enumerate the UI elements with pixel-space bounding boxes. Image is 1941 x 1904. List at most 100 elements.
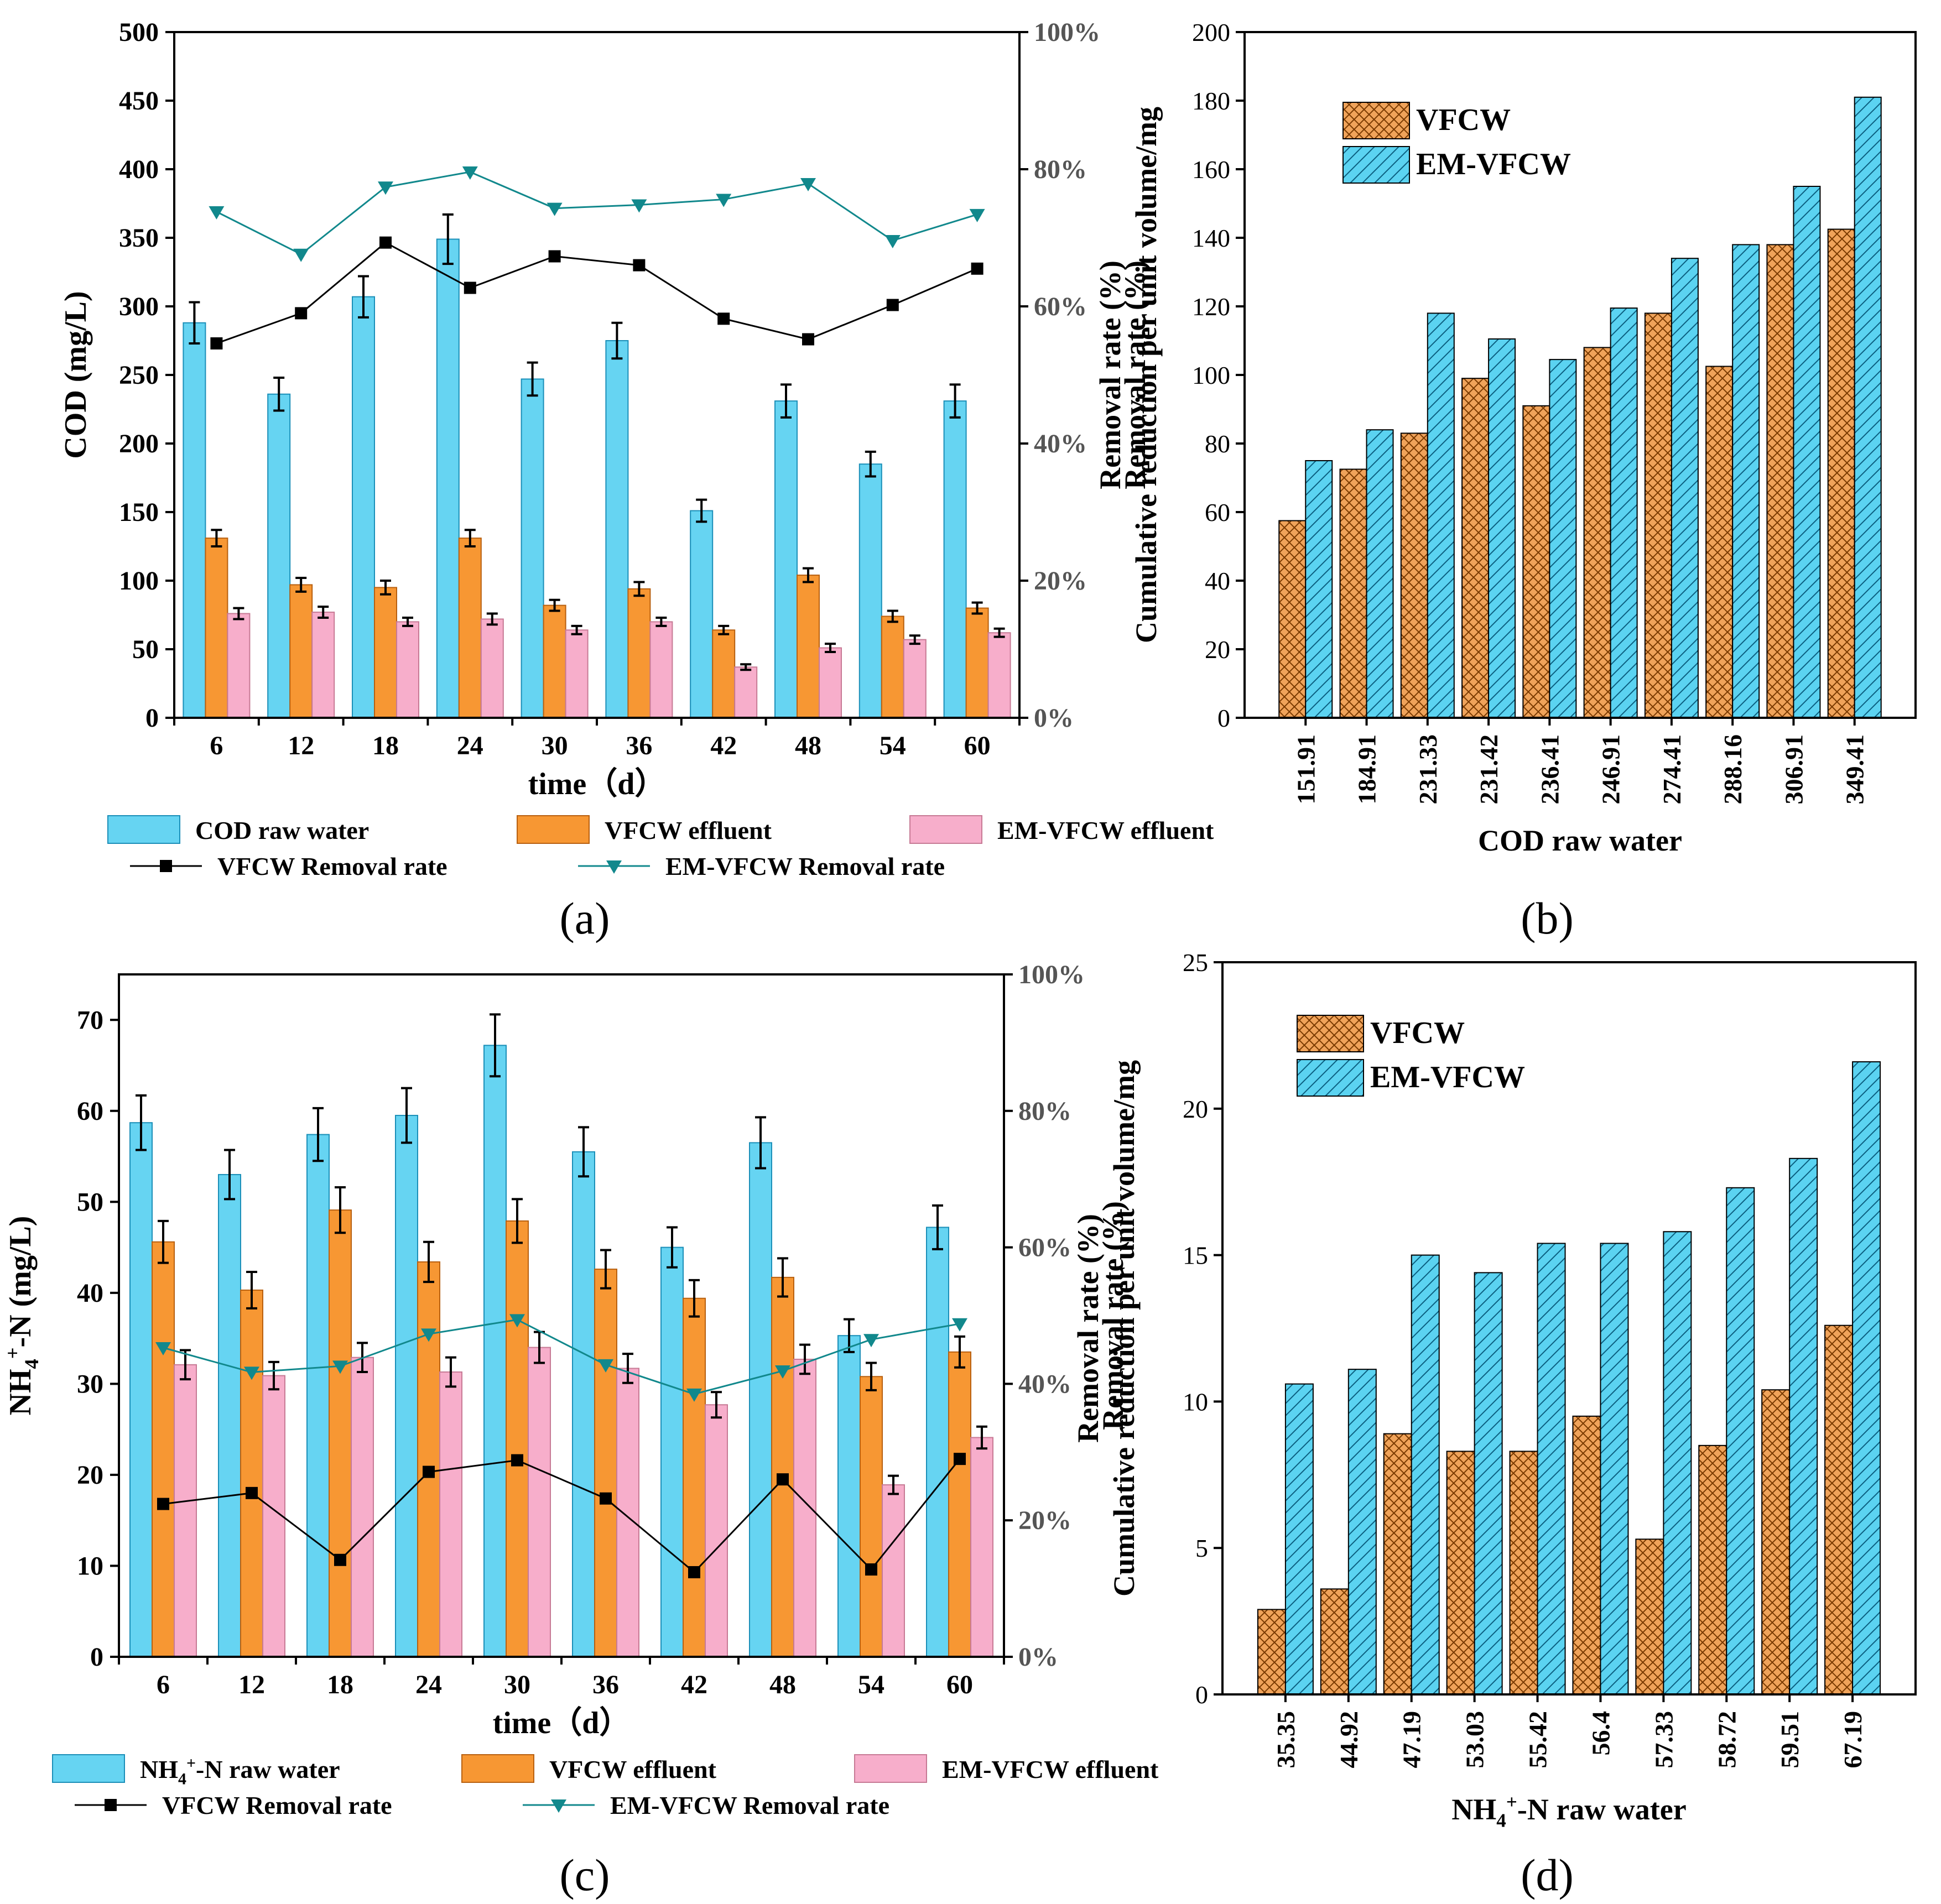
legend-marker-a-0	[160, 860, 172, 872]
ytick-label-c-0: 0	[90, 1642, 103, 1672]
xtick-label-a-4: 30	[542, 731, 568, 760]
ytick-label-c-2: 20	[77, 1460, 103, 1490]
bar-a-s0-8	[858, 463, 882, 718]
bar-d-s0-4	[1509, 1451, 1538, 1695]
errorbar-c-s1-2	[335, 1186, 346, 1234]
bar-a-s2-1	[311, 612, 335, 719]
y2tick-label-c-0: 0%	[1018, 1642, 1058, 1672]
bar-b-s0-1	[1339, 468, 1367, 718]
errorbar-a-s0-7	[780, 383, 792, 419]
bar-a-s0-1	[267, 393, 291, 718]
bar-d-s0-0	[1257, 1609, 1286, 1696]
bar-c-s2-7	[793, 1358, 816, 1658]
ytick-label-c-1: 10	[77, 1551, 103, 1580]
errorbar-c-s0-9	[932, 1204, 943, 1250]
xtick-label-d-8: 59.51	[1776, 1711, 1804, 1769]
point-c-em-rate-1	[244, 1366, 259, 1380]
bar-b-s0-4	[1522, 405, 1550, 718]
panel-a-chart: 0 50 100 150 200 250 300 350 400 450 500 0% 20% 40% 60…	[59, 18, 1214, 880]
ytick-label-a-3: 150	[119, 498, 159, 527]
errorbar-a-s1-4	[549, 598, 560, 612]
point-a-vfcw-rate-7	[802, 333, 814, 346]
errorbar-a-s2-2	[402, 616, 413, 627]
errorbar-c-s2-0	[180, 1349, 191, 1381]
bar-d-s0-3	[1446, 1451, 1475, 1695]
bar-c-s1-7	[771, 1276, 794, 1657]
point-c-vfcw-rate-2	[334, 1553, 346, 1566]
bar-d-s0-2	[1383, 1433, 1412, 1695]
line-c-vfcw-rate	[163, 1458, 961, 1574]
bar-b-s1-2	[1427, 312, 1455, 718]
xtick-label-a-9: 60	[964, 731, 991, 760]
ytick-label-d-2: 10	[1183, 1387, 1208, 1416]
bar-a-s0-0	[183, 322, 206, 718]
y2tick-label-c-5: 100%	[1018, 960, 1085, 989]
errorbar-a-s2-8	[909, 634, 920, 645]
errorbar-a-s2-9	[993, 627, 1005, 638]
point-c-vfcw-rate-1	[246, 1486, 258, 1499]
bar-a-s1-9	[965, 607, 989, 718]
legend-label-a-s1: VFCW effluent	[605, 816, 772, 844]
line-c-em-rate	[163, 1318, 960, 1395]
errorbar-a-s0-6	[696, 498, 707, 523]
y2tick-label-a-4: 80%	[1034, 155, 1087, 184]
xtick-label-b-2: 231.33	[1414, 734, 1442, 805]
xtick-label-d-4: 55.42	[1524, 1711, 1552, 1769]
ytick-label-b-10: 200	[1192, 18, 1230, 46]
bar-c-s0-6	[660, 1246, 684, 1658]
xtick-label-d-6: 57.33	[1649, 1711, 1678, 1769]
bar-b-s0-0	[1278, 520, 1307, 718]
point-a-vfcw-rate-4	[548, 250, 561, 263]
errorbar-a-s0-3	[442, 213, 454, 265]
point-a-vfcw-rate-2	[379, 236, 392, 249]
bar-a-s2-9	[987, 632, 1011, 718]
ylabel-b: Cumulative reduction per unit volume/mg	[1130, 107, 1163, 643]
errorbar-c-s0-0	[136, 1094, 147, 1151]
point-a-em-rate-1	[293, 248, 309, 262]
axes-frame-d	[1221, 961, 1917, 1696]
errorbar-a-s1-0	[211, 529, 222, 547]
xtick-label-c-0: 6	[157, 1670, 170, 1699]
bar-b-s1-7	[1732, 244, 1760, 718]
xtick-label-b-5: 246.91	[1597, 734, 1625, 805]
xtick-label-b-4: 236.41	[1536, 734, 1564, 805]
y2tick-label-a-1: 20%	[1034, 566, 1087, 596]
errorbar-a-s0-0	[189, 301, 200, 345]
errorbar-c-s1-7	[777, 1257, 788, 1298]
errorbar-a-s2-6	[740, 663, 752, 671]
errorbar-a-s0-5	[611, 321, 623, 360]
ytick-label-d-3: 15	[1183, 1241, 1208, 1270]
errorbar-c-s2-7	[799, 1343, 810, 1375]
point-c-vfcw-rate-6	[688, 1566, 700, 1578]
point-a-em-rate-2	[378, 181, 393, 195]
bar-d-s1-3	[1474, 1272, 1503, 1695]
errorbar-c-s0-7	[755, 1116, 766, 1170]
errorbar-a-s1-3	[464, 529, 476, 547]
bar-c-s2-4	[528, 1347, 551, 1657]
errorbar-a-s0-4	[527, 361, 538, 397]
bar-b-s0-3	[1461, 378, 1490, 718]
bar-a-s1-7	[797, 575, 820, 718]
ytick-label-b-0: 0	[1217, 704, 1230, 732]
bar-c-s2-3	[439, 1371, 462, 1658]
legend-swatch-a-s1	[517, 815, 590, 844]
bar-c-s1-8	[860, 1376, 883, 1657]
ytick-label-b-3: 60	[1205, 498, 1230, 526]
xtick-label-a-1: 12	[288, 731, 314, 760]
xtick-label-d-1: 44.92	[1335, 1711, 1363, 1769]
legend-label-c-line1: EM-VFCW Removal rate	[610, 1791, 889, 1819]
point-c-em-rate-4	[509, 1314, 525, 1328]
bar-c-s2-9	[970, 1437, 993, 1657]
point-c-em-rate-5	[598, 1359, 613, 1373]
bar-c-s0-5	[572, 1151, 595, 1658]
bar-d-s0-8	[1761, 1389, 1791, 1696]
bar-c-s2-6	[705, 1404, 728, 1657]
xtick-label-b-9: 349.41	[1841, 734, 1869, 805]
point-c-vfcw-rate-0	[157, 1498, 169, 1510]
errorbar-a-s1-9	[971, 601, 983, 615]
legend-marker-c-1	[551, 1799, 566, 1813]
point-c-em-rate-2	[332, 1360, 348, 1374]
point-c-vfcw-rate-8	[865, 1563, 877, 1576]
errorbar-a-s2-7	[825, 643, 836, 653]
errorbar-a-s2-3	[486, 612, 498, 626]
